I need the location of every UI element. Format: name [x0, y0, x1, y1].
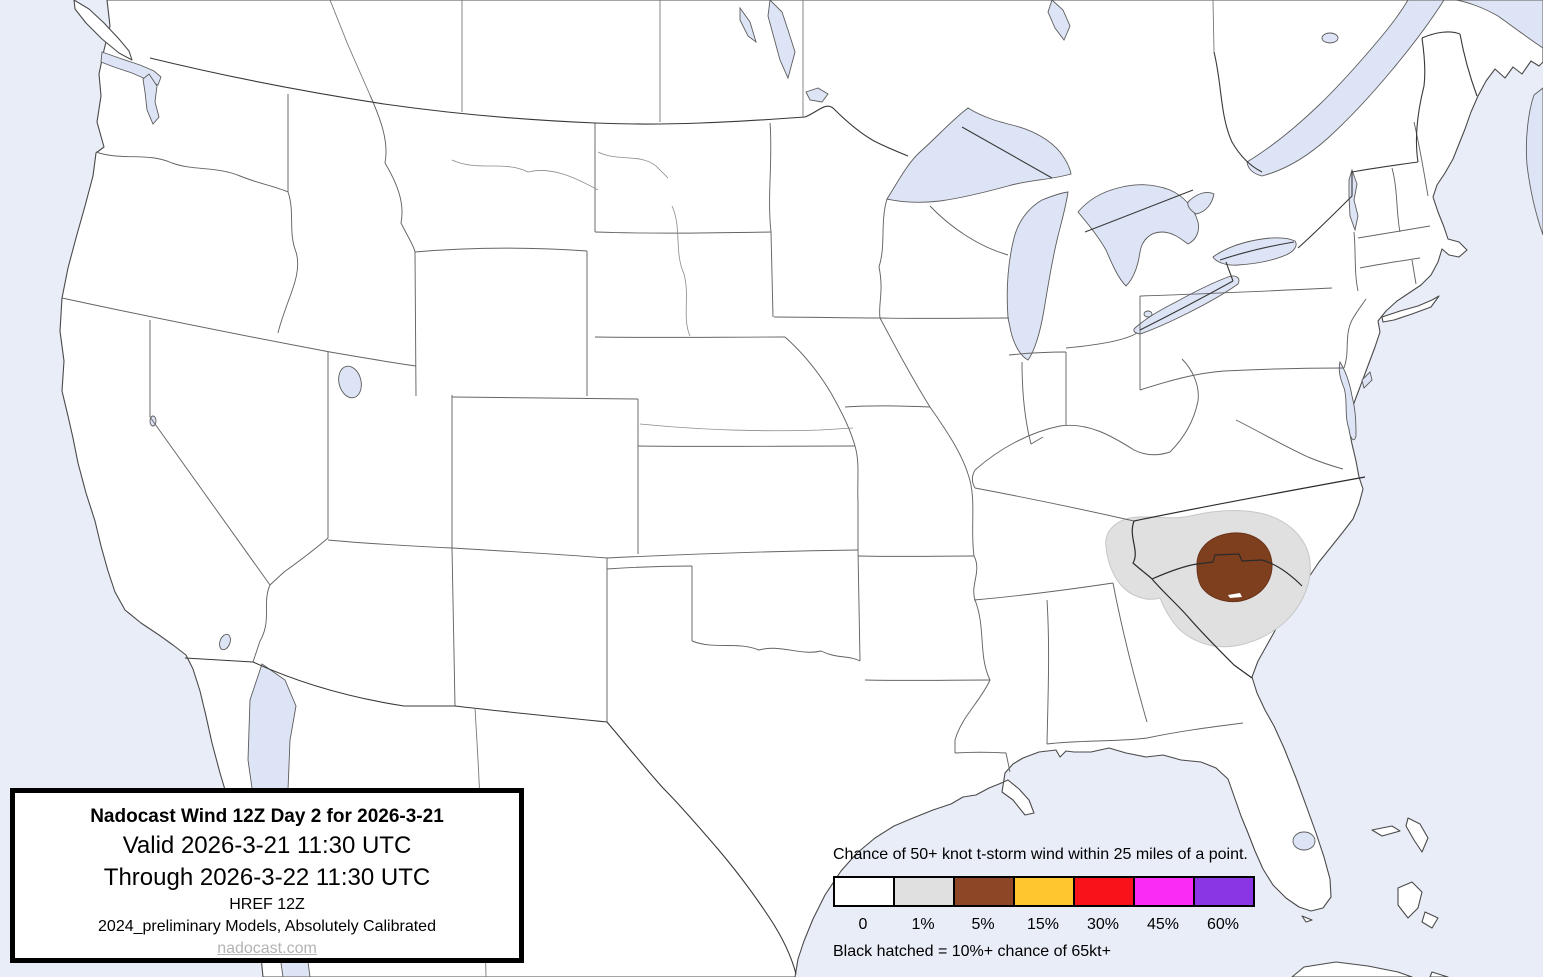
nadocast-link[interactable]: nadocast.com: [217, 940, 317, 957]
risk-area-5pct: [1196, 532, 1273, 602]
legend-label-60%: 60%: [1206, 916, 1240, 933]
legend-swatch-60%: [1193, 876, 1255, 907]
rivers: [451, 151, 854, 432]
risk-area-lakelet: [1228, 593, 1242, 598]
florida-keys: [1301, 915, 1313, 923]
risk-shading: [1105, 510, 1311, 648]
missouri-river-mt: [451, 159, 599, 191]
legend-label-0: 0: [858, 916, 868, 933]
bahamas-1: [1371, 825, 1401, 837]
lake-champlain: [1348, 168, 1359, 232]
legend-swatch-45%: [1133, 876, 1195, 907]
lake-ontario: [1212, 237, 1297, 266]
border-tn-nc: [1131, 520, 1153, 580]
salton-sea: [219, 633, 231, 651]
model-detail: 2024_preliminary Models, Absolutely Cali…: [98, 918, 436, 935]
st-lawrence-river: [1246, 0, 1445, 177]
james-bay: [1047, 0, 1071, 41]
lake-of-the-woods: [805, 87, 829, 103]
great-salt-lake: [338, 365, 362, 399]
mexico-border-az-nm: [252, 661, 608, 723]
legend-label-5%: 5%: [971, 916, 995, 933]
legend-swatch-bar: [833, 876, 1257, 907]
legend-footer: Black hatched = 10%+ chance of 65kt+: [833, 943, 1111, 960]
mainland: [59, 0, 1543, 977]
puget-sound: [142, 73, 160, 125]
legend-swatch-5%: [953, 876, 1015, 907]
long-island: [1381, 295, 1440, 323]
lake-okeechobee: [1292, 831, 1316, 851]
valid-time: Valid 2026-3-21 11:30 UTC: [122, 832, 412, 859]
border-ga-sc: [1151, 578, 1253, 679]
forecast-title: Nadocast Wind 12Z Day 2 for 2026-3-21: [90, 806, 444, 827]
lake-superior: [886, 107, 1072, 203]
legend: Chance of 50+ knot t-storm wind within 2…: [833, 845, 1273, 961]
cuba-sliver-2: [1429, 971, 1449, 977]
gulf-of-st-lawrence: [1455, 0, 1543, 49]
mexico-border-ca: [184, 657, 254, 663]
cuba-sliver: [1291, 961, 1413, 977]
title-box: Nadocast Wind 12Z Day 2 for 2026-3-21 Va…: [10, 788, 524, 963]
georgian-bay: [1187, 191, 1215, 215]
canada-border: [149, 57, 806, 125]
legend-swatch-30%: [1073, 876, 1135, 907]
lake-michigan: [1006, 191, 1069, 361]
missouri-river-nd: [597, 151, 669, 179]
delaware-bay: [1361, 371, 1373, 389]
lac-st-jean: [1321, 32, 1339, 44]
lake-st-clair: [1143, 310, 1153, 318]
border-nc-sc: [1151, 553, 1303, 587]
legend-label-30%: 30%: [1086, 916, 1120, 933]
vancouver-island: [73, 0, 133, 61]
international-borders: [149, 31, 1478, 975]
landmass: [59, 0, 1543, 977]
bahamas-4: [1421, 911, 1439, 929]
lake-huron: [1077, 184, 1199, 287]
state-borders: [61, 94, 1431, 773]
lake-winnipeg: [767, 0, 796, 80]
legend-header: Chance of 50+ knot t-storm wind within 2…: [833, 846, 1248, 863]
rio-grande: [606, 721, 797, 975]
legend-label-1%: 1%: [911, 916, 935, 933]
legend-swatch-0: [833, 876, 895, 907]
bahamas-2: [1405, 817, 1429, 853]
legend-label-15%: 15%: [1026, 916, 1060, 933]
chesapeake-bay: [1338, 360, 1357, 441]
legend-swatch-1%: [893, 876, 955, 907]
legend-swatch-15%: [1013, 876, 1075, 907]
legend-label-45%: 45%: [1146, 916, 1180, 933]
legend-labels: 0 1% 5% 15% 30% 45% 60%: [833, 916, 1257, 934]
platte-river: [639, 423, 854, 432]
model-run: HREF 12Z: [229, 896, 305, 913]
border-va-nc: [1133, 476, 1366, 522]
lake-manitoba: [739, 6, 757, 44]
state-borders-southeast: [1131, 476, 1366, 679]
missouri-river-sd: [671, 205, 691, 337]
through-time: Through 2026-3-22 11:30 UTC: [103, 864, 431, 891]
ottawa-river: [1213, 51, 1263, 173]
bahamas-3: [1397, 881, 1423, 919]
atlantic-edge-water: [1525, 87, 1543, 236]
